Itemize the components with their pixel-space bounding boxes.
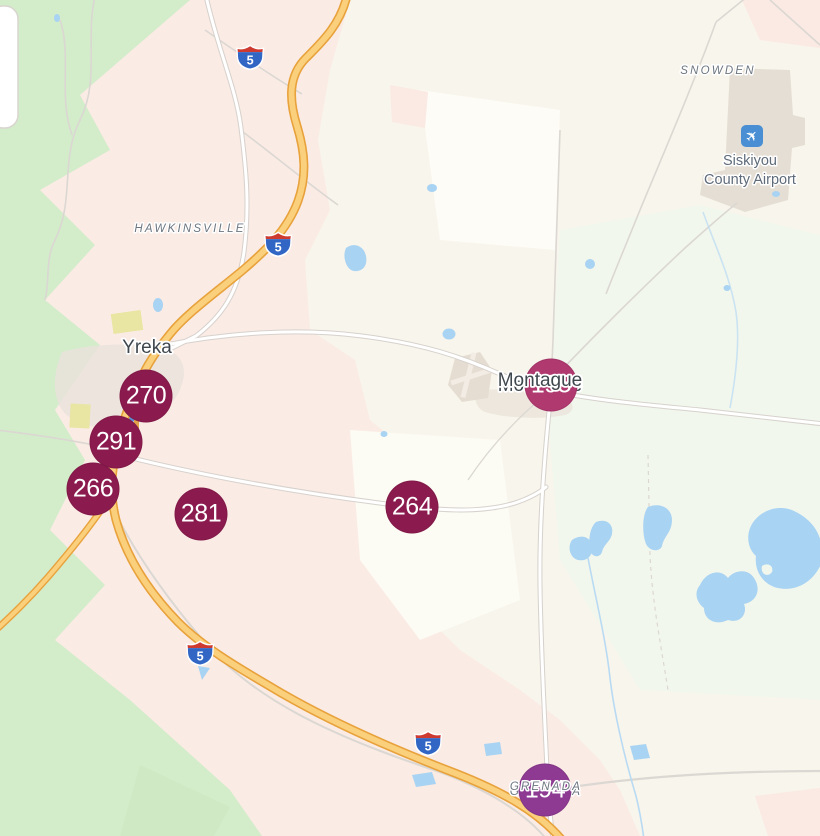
svg-text:5: 5 bbox=[247, 54, 254, 68]
place-label-yreka: Yreka bbox=[122, 337, 172, 358]
cluster-marker[interactable]: 270 bbox=[119, 369, 173, 423]
cluster-marker[interactable]: 195 bbox=[524, 358, 578, 412]
svg-text:5: 5 bbox=[425, 740, 432, 754]
svg-text:5: 5 bbox=[275, 241, 282, 255]
svg-text:5: 5 bbox=[197, 650, 204, 664]
cluster-marker-count: 264 bbox=[391, 492, 433, 521]
airplane-icon: ✈ bbox=[741, 125, 763, 147]
interstate-5-shield: 5 bbox=[235, 44, 265, 71]
place-label-hawkinsville: HAWKINSVILLE bbox=[134, 223, 245, 235]
interstate-5-shield: 5 bbox=[185, 640, 215, 667]
cluster-marker[interactable]: 194 bbox=[518, 763, 572, 817]
place-label-overlay-montague: Montague bbox=[498, 370, 583, 391]
cluster-marker[interactable]: 264 bbox=[385, 480, 439, 534]
highway-shields-layer: 5 5 5 5 bbox=[185, 44, 443, 757]
interstate-5-shield: 5 bbox=[263, 231, 293, 258]
cluster-marker-count: 195 bbox=[530, 370, 572, 399]
cluster-marker-count: 266 bbox=[72, 474, 114, 503]
place-label-snowden: SNOWDEN bbox=[680, 65, 755, 77]
place-label-overlay-grenada: GRENADA bbox=[510, 781, 582, 793]
cluster-marker[interactable]: 281 bbox=[174, 487, 228, 541]
interstate-5-shield: 5 bbox=[413, 730, 443, 757]
airport-label-line: Siskiyou bbox=[723, 153, 777, 169]
cluster-marker[interactable]: 266 bbox=[66, 462, 120, 516]
secondary-roads-layer bbox=[113, 0, 820, 836]
cluster-marker-count: 281 bbox=[180, 499, 222, 528]
water-layer bbox=[54, 14, 820, 836]
airport-label-line: County Airport bbox=[704, 172, 796, 188]
cluster-marker-count: 194 bbox=[524, 775, 566, 804]
cluster-marker-count: 270 bbox=[125, 381, 167, 410]
cluster-marker-count: 291 bbox=[95, 427, 137, 456]
cluster-marker[interactable]: 291 bbox=[89, 415, 143, 469]
